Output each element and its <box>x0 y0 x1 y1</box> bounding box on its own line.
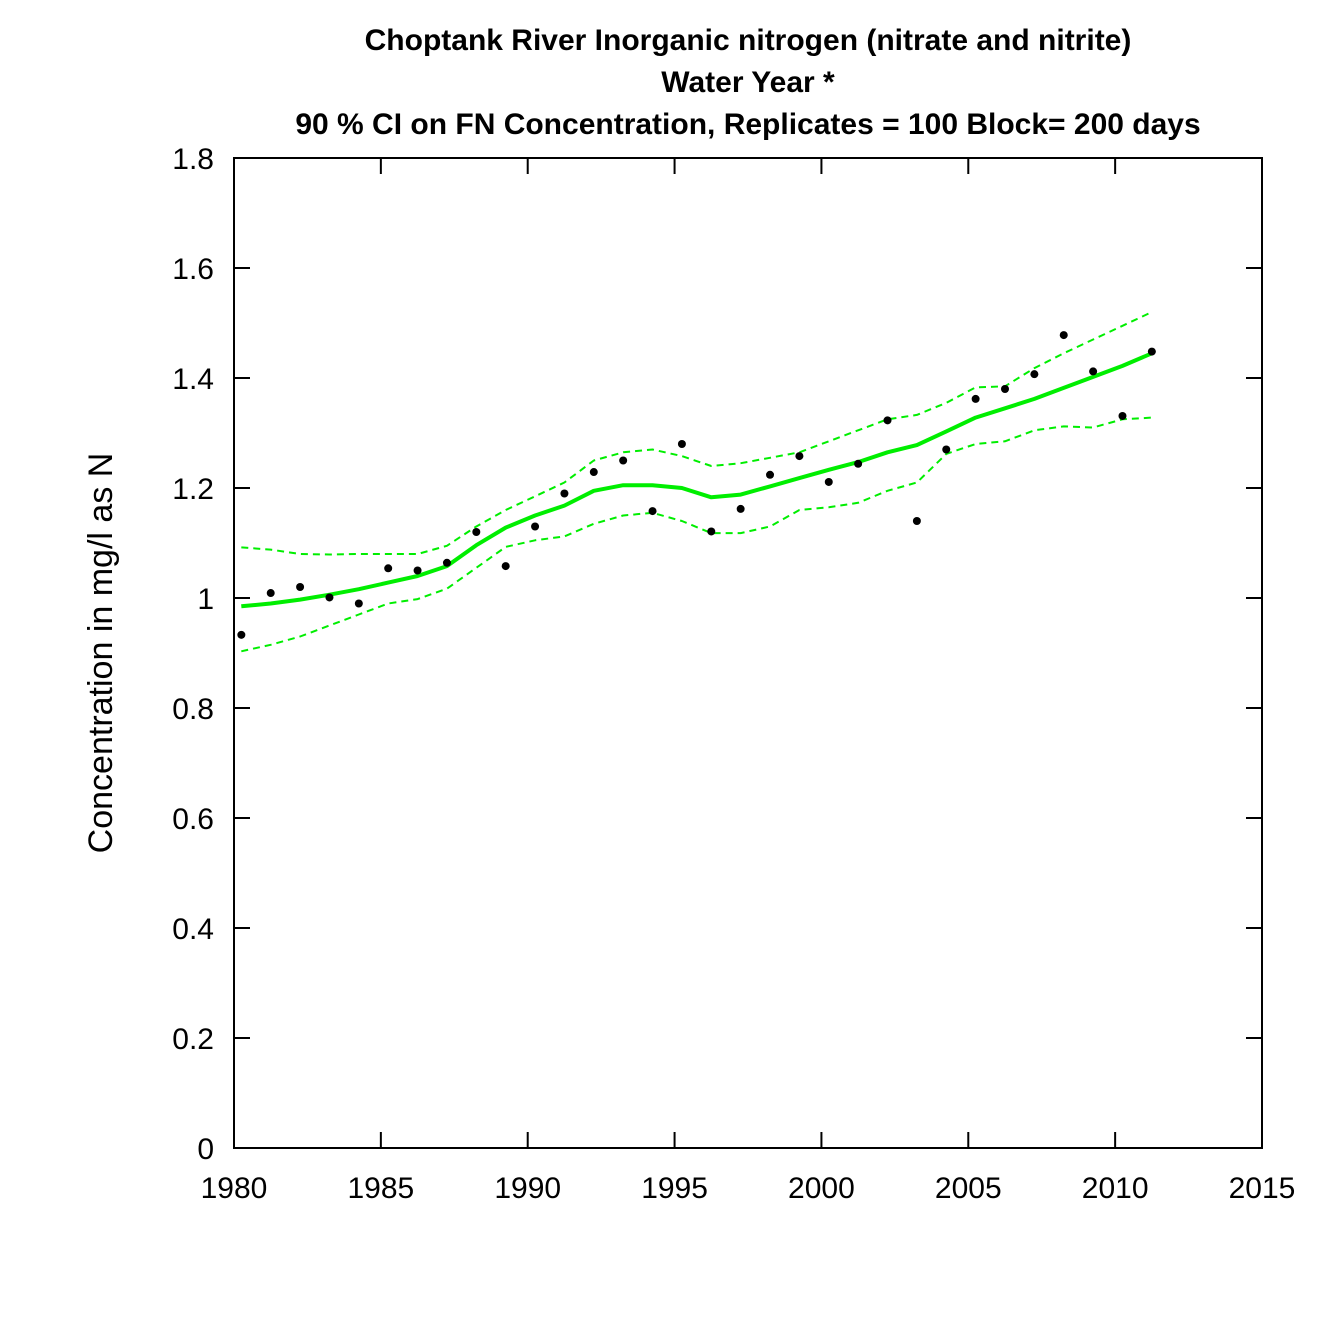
x-tick-label-2005: 2005 <box>935 1172 1002 1205</box>
ci-lower-90-line <box>241 416 1152 653</box>
y-tick-label-1.8: 1.8 <box>172 143 214 176</box>
series-lines <box>241 311 1153 653</box>
x-tick-label-2015: 2015 <box>1229 1172 1296 1205</box>
y-tick-label-1.4: 1.4 <box>172 363 214 396</box>
y-tick-label-1.2: 1.2 <box>172 473 214 506</box>
y-tick-label-0.6: 0.6 <box>172 803 214 836</box>
chart-title-line-2: Water Year * <box>661 66 835 99</box>
y-tick-label-0.2: 0.2 <box>172 1023 214 1056</box>
chart-title-line-3: 90 % CI on FN Concentration, Replicates … <box>295 108 1200 141</box>
data-point-1996.25 <box>707 527 716 536</box>
x-tick-label-1995: 1995 <box>641 1172 708 1205</box>
plot-area-frame <box>233 157 1263 1149</box>
data-point-1980.25 <box>237 630 246 639</box>
chart-title: Choptank River Inorganic nitrogen (nitra… <box>295 24 1200 141</box>
data-point-2000.25 <box>824 477 833 486</box>
data-point-2009.25 <box>1089 367 1098 376</box>
data-point-1999.25 <box>795 452 804 461</box>
data-point-1993.25 <box>619 456 628 465</box>
y-tick-label-0: 0 <box>197 1133 214 1166</box>
y-tick-label-1.6: 1.6 <box>172 253 214 286</box>
data-point-1983.25 <box>325 593 334 602</box>
x-tick-label-1985: 1985 <box>347 1172 414 1205</box>
axis-tick-labels: 1980 1985 1990 1995 2000 2005 2010 2015 0 0.2 0.4 0… <box>172 143 1295 1205</box>
axis-ticks <box>233 157 1263 1149</box>
x-tick-label-1990: 1990 <box>494 1172 561 1205</box>
data-point-1984.25 <box>354 599 363 608</box>
data-point-1985.25 <box>384 564 393 573</box>
flow-normalized-concentration-line <box>241 351 1153 609</box>
data-point-1992.25 <box>589 468 598 477</box>
data-point-1995.25 <box>677 440 686 448</box>
y-axis-label: Concentration in mg/l as N <box>82 453 120 854</box>
data-point-1988.25 <box>472 528 481 536</box>
data-point-1991.25 <box>560 489 569 498</box>
data-point-2006.25 <box>1001 385 1009 393</box>
data-point-2008.25 <box>1059 331 1068 340</box>
data-point-1997.25 <box>736 504 745 513</box>
ci-upper-90-line <box>241 311 1153 556</box>
y-tick-label-0.8: 0.8 <box>172 693 214 726</box>
y-tick-label-1: 1 <box>197 583 214 616</box>
x-tick-label-1980: 1980 <box>201 1172 268 1205</box>
data-point-1998.25 <box>766 470 775 479</box>
data-point-2011.25 <box>1147 347 1156 356</box>
chart-title-line-1: Choptank River Inorganic nitrogen (nitra… <box>365 24 1132 57</box>
data-point-2010.25 <box>1118 411 1127 420</box>
data-point-2003.25 <box>912 517 921 525</box>
data-point-2005.25 <box>971 394 980 403</box>
data-points <box>237 331 1156 639</box>
data-point-1982.25 <box>296 583 305 591</box>
data-point-1987.25 <box>442 558 451 567</box>
data-point-1994.25 <box>648 507 657 516</box>
x-tick-label-2010: 2010 <box>1082 1172 1149 1205</box>
data-point-2002.25 <box>883 416 892 425</box>
y-tick-label-0.4: 0.4 <box>172 913 214 946</box>
data-point-2007.25 <box>1030 370 1039 379</box>
x-tick-label-2000: 2000 <box>788 1172 855 1205</box>
data-point-1986.25 <box>413 566 422 575</box>
y-axis-label-group: Concentration in mg/l as N <box>82 453 120 854</box>
data-point-1990.25 <box>531 522 540 531</box>
data-point-1989.25 <box>501 562 510 571</box>
data-point-2001.25 <box>854 459 863 468</box>
data-point-1981.25 <box>266 589 275 598</box>
data-point-2004.25 <box>942 445 951 454</box>
